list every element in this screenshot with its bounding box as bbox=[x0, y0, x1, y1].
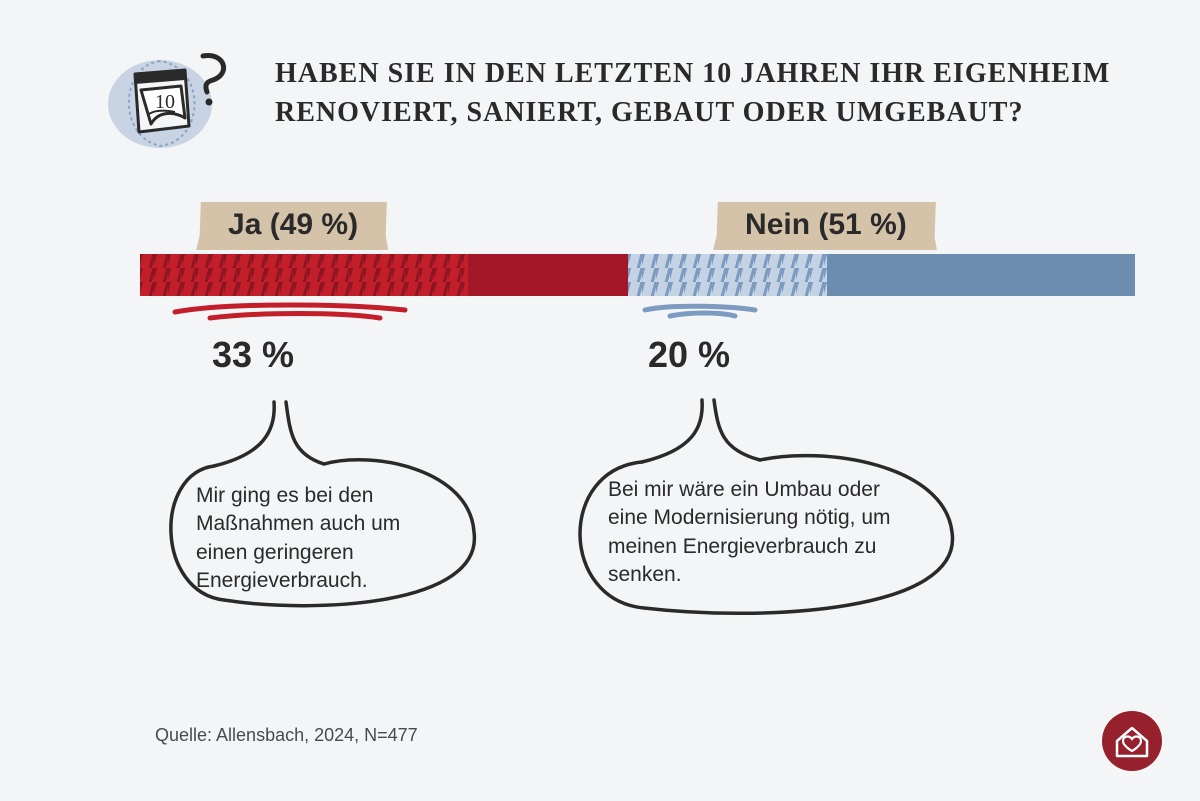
stacked-bar bbox=[140, 254, 1135, 296]
bubble-ja-text: Mir ging es bei den Maßnahmen auch um ei… bbox=[196, 482, 446, 595]
speech-bubble-nein: Bei mir wäre ein Umbau oder eine Moderni… bbox=[564, 392, 964, 622]
seg-ja-solid bbox=[468, 254, 627, 296]
sub-percent-nein: 20 % bbox=[648, 334, 730, 376]
bar-chart: Ja (49 %) Nein (51 %) 33 % 20 % Mir ging… bbox=[140, 254, 1135, 296]
tape-ja-label: Ja (49 %) bbox=[228, 208, 358, 242]
tape-nein: Nein (51 %) bbox=[716, 202, 935, 250]
bubble-nein-text: Bei mir wäre ein Umbau oder eine Moderni… bbox=[608, 476, 918, 589]
seg-ja-hatched bbox=[140, 254, 468, 296]
underline-nein-icon bbox=[640, 300, 760, 320]
seg-nein-solid bbox=[827, 254, 1135, 296]
calendar-sketch-icon: 10 bbox=[105, 46, 245, 156]
underline-ja-icon bbox=[170, 298, 410, 324]
header: 10 HABEN SIE IN DEN LETZTEN 10 JAHREN IH… bbox=[105, 46, 1120, 156]
tape-nein-label: Nein (51 %) bbox=[745, 208, 907, 242]
sub-percent-ja: 33 % bbox=[212, 334, 294, 376]
seg-nein-hatched bbox=[628, 254, 827, 296]
speech-bubble-ja: Mir ging es bei den Maßnahmen auch um ei… bbox=[164, 392, 484, 612]
source-line: Quelle: Allensbach, 2024, N=477 bbox=[155, 725, 418, 746]
brand-logo-icon bbox=[1102, 711, 1162, 771]
chart-title: HABEN SIE IN DEN LETZTEN 10 JAHREN IHR E… bbox=[275, 46, 1120, 132]
tape-ja: Ja (49 %) bbox=[199, 202, 387, 250]
